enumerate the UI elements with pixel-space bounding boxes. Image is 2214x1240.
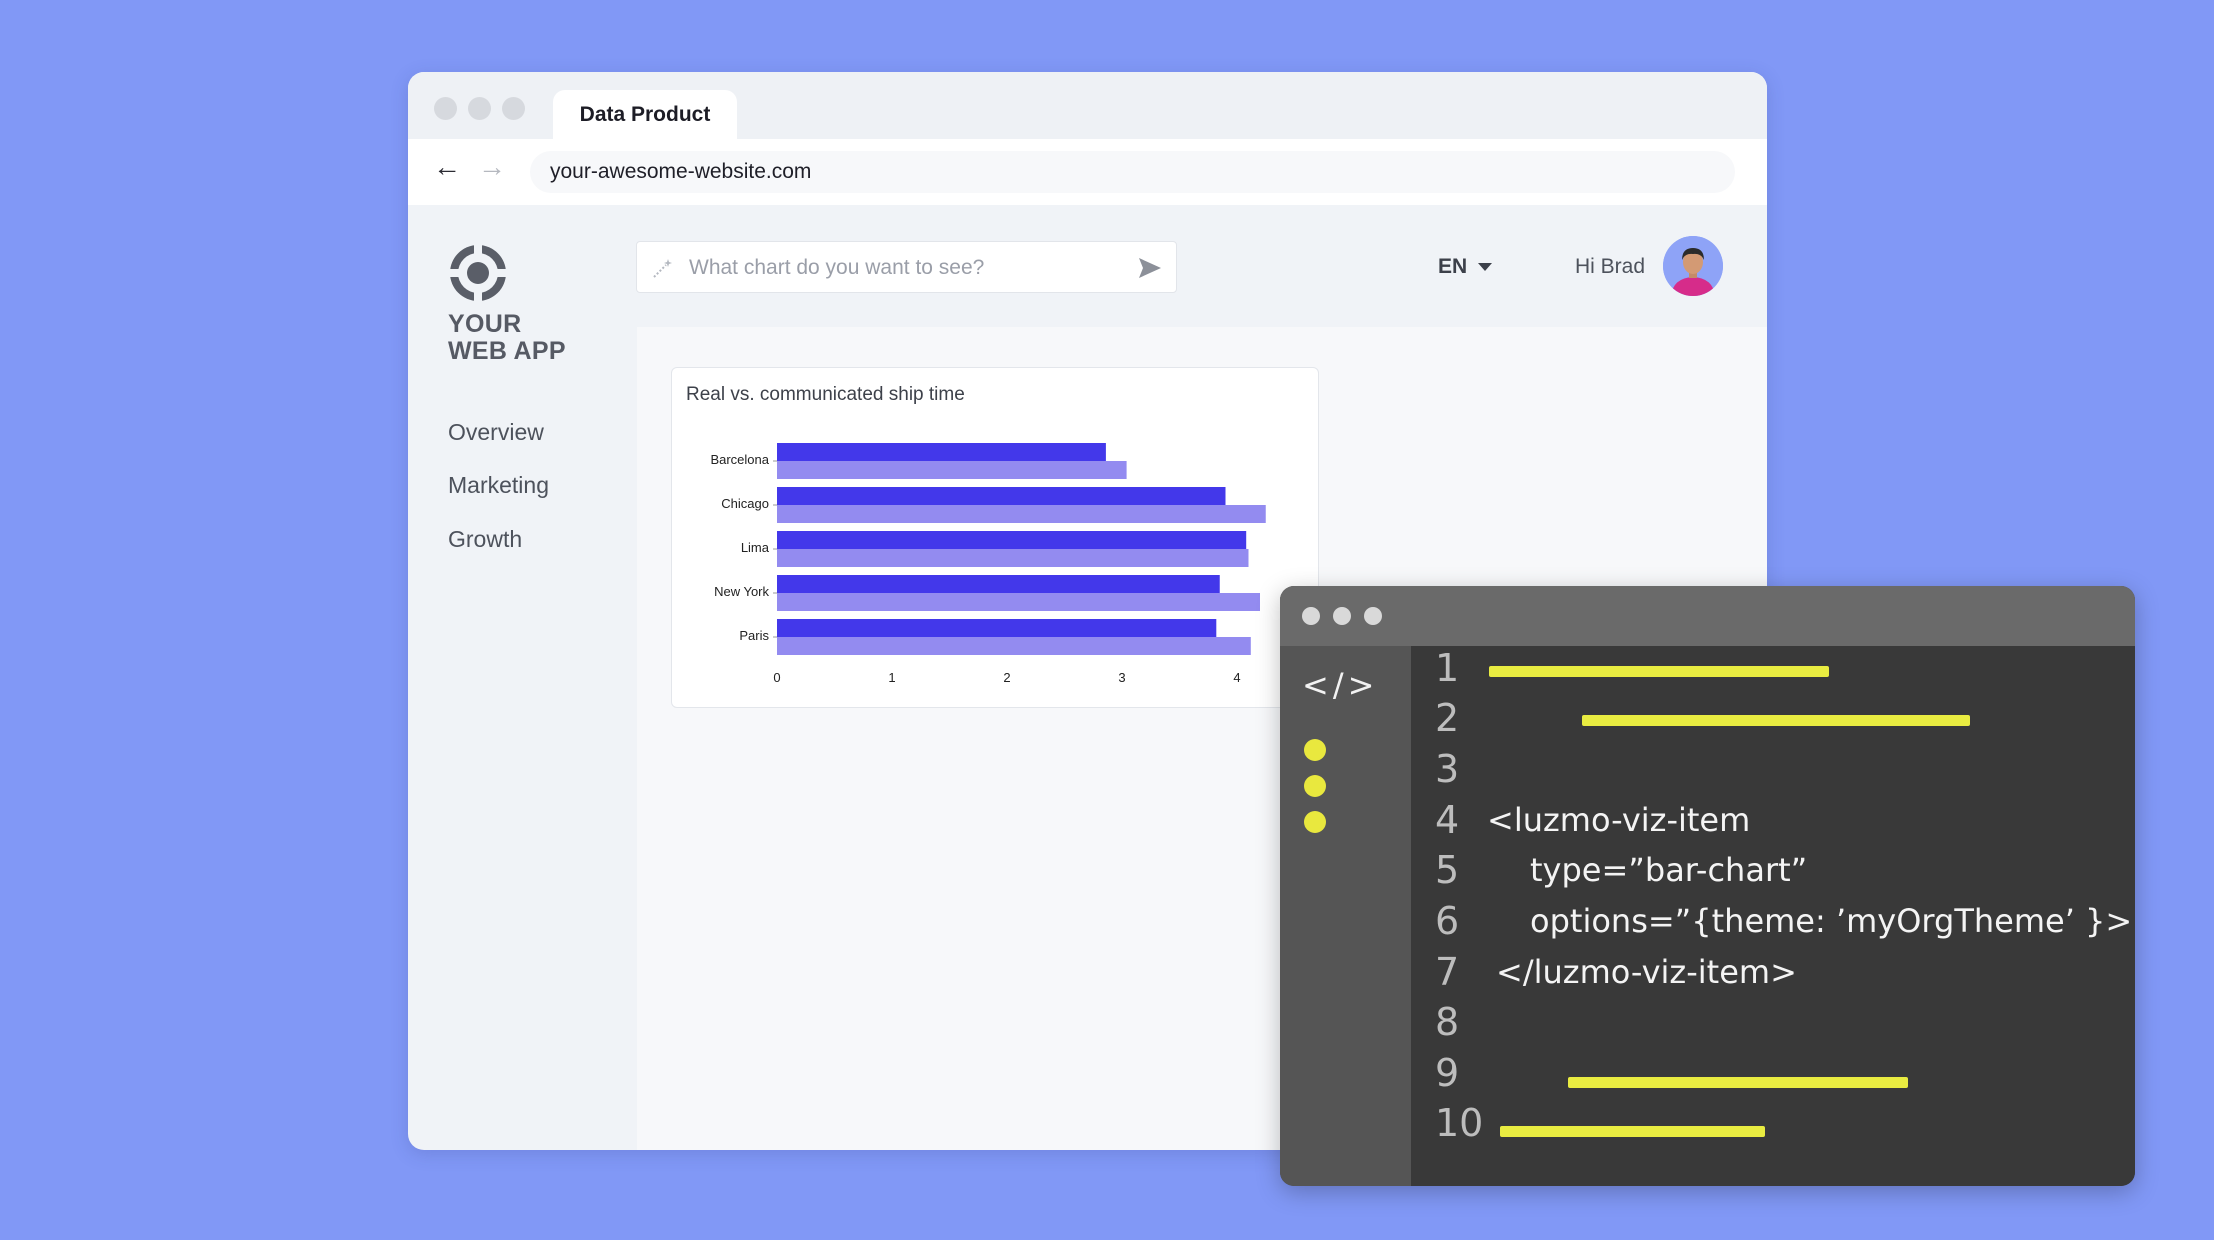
bar-barcelona-series-1[interactable] [777,443,1106,461]
category-label-lima: Lima [741,540,770,555]
line-number: 5 [1435,848,1460,892]
code-placeholder-bar [1489,666,1829,677]
line-number: 2 [1435,696,1460,740]
code-line-5: type=”bar-chart” [1530,851,1808,889]
code-placeholder-bar [1500,1126,1765,1137]
sidebar-item-marketing[interactable]: Marketing [448,472,549,498]
minimize-window-button[interactable] [468,97,491,120]
line-number: 6 [1435,899,1460,943]
line-number: 10 [1435,1101,1484,1145]
logo-line-1: YOUR [448,310,522,338]
status-dot [1304,739,1326,761]
line-number: 7 [1435,950,1460,994]
bar-barcelona-series-2[interactable] [777,461,1127,479]
x-tick-label: 3 [1118,670,1125,685]
logo-line-2: WEB APP [448,337,566,365]
code-editor-sidebar: </> [1280,646,1411,1186]
chart-title: Real vs. communicated ship time [686,384,965,405]
language-selector[interactable]: EN [1438,255,1493,279]
bar-new-york-series-1[interactable] [777,575,1220,593]
sidebar-item-growth[interactable]: Growth [448,526,523,552]
bar-chicago-series-1[interactable] [777,487,1226,505]
browser-tab[interactable]: Data Product [553,90,737,139]
code-placeholder-bar [1568,1077,1908,1088]
forward-arrow-icon[interactable]: → [478,151,506,182]
caret-down-icon [1478,263,1493,271]
x-tick-label: 4 [1233,670,1240,685]
x-tick-label: 2 [1003,670,1010,685]
chart-search-input[interactable] [687,250,1111,286]
line-number: 8 [1435,1000,1460,1044]
line-number: 3 [1435,747,1460,791]
code-line-6: options=”{theme: ’myOrgTheme’ }> [1530,902,2133,940]
browser-titlebar: Data Product [408,72,1767,139]
line-number: 9 [1435,1051,1460,1095]
user-avatar-icon [1663,236,1723,296]
category-label-new-york: New York [714,584,769,599]
app-logo-text: YOUR WEB APP [448,311,566,365]
bar-paris-series-1[interactable] [777,619,1217,637]
code-editor-window: </> 1 2 3 4 5 6 7 8 9 10 <luzmo-viz-item… [1280,586,2135,1186]
code-maximize-button[interactable] [1364,607,1382,625]
code-editor-titlebar [1280,586,2135,646]
sidebar-item-overview[interactable]: Overview [448,419,544,445]
close-window-button[interactable] [434,97,457,120]
bar-new-york-series-2[interactable] [777,593,1260,611]
url-field[interactable]: your-awesome-website.com [530,151,1735,193]
line-number: 1 [1435,646,1460,690]
code-window-controls [1302,607,1382,625]
bar-lima-series-1[interactable] [777,531,1247,549]
app-logo-icon [448,243,508,303]
code-placeholder-bar [1582,715,1970,726]
code-tag-icon: </> [1302,666,1379,704]
code-line-7: </luzmo-viz-item> [1496,953,1797,991]
chart-card[interactable]: Real vs. communicated ship time Barcelon… [671,367,1319,708]
bar-chicago-series-2[interactable] [777,505,1266,523]
avatar[interactable] [1663,236,1723,296]
code-line-4: <luzmo-viz-item [1487,801,1751,839]
language-label: EN [1438,255,1468,278]
x-tick-label: 0 [773,670,780,685]
address-bar: ← → your-awesome-website.com [408,139,1767,205]
maximize-window-button[interactable] [502,97,525,120]
category-label-chicago: Chicago [721,496,769,511]
chart-search-box [636,241,1177,293]
category-label-paris: Paris [739,628,769,643]
send-icon[interactable] [1138,257,1162,279]
code-minimize-button[interactable] [1333,607,1351,625]
code-close-button[interactable] [1302,607,1320,625]
user-greeting: Hi Brad [1575,255,1646,278]
line-number: 4 [1435,798,1460,842]
magic-wand-icon [653,259,672,278]
back-arrow-icon[interactable]: ← [433,151,461,182]
bar-chart: Barcelona Chicago Lima New York Paris 0 1 2 3 4 [710,443,1266,685]
bar-paris-series-2[interactable] [777,637,1251,655]
x-tick-label: 1 [888,670,895,685]
status-dot [1304,811,1326,833]
code-body: 1 2 3 4 5 6 7 8 9 10 <luzmo-viz-item typ… [1411,646,2135,1186]
bar-lima-series-2[interactable] [777,549,1249,567]
window-controls [434,97,525,120]
category-label-barcelona: Barcelona [710,452,769,467]
status-dot [1304,775,1326,797]
